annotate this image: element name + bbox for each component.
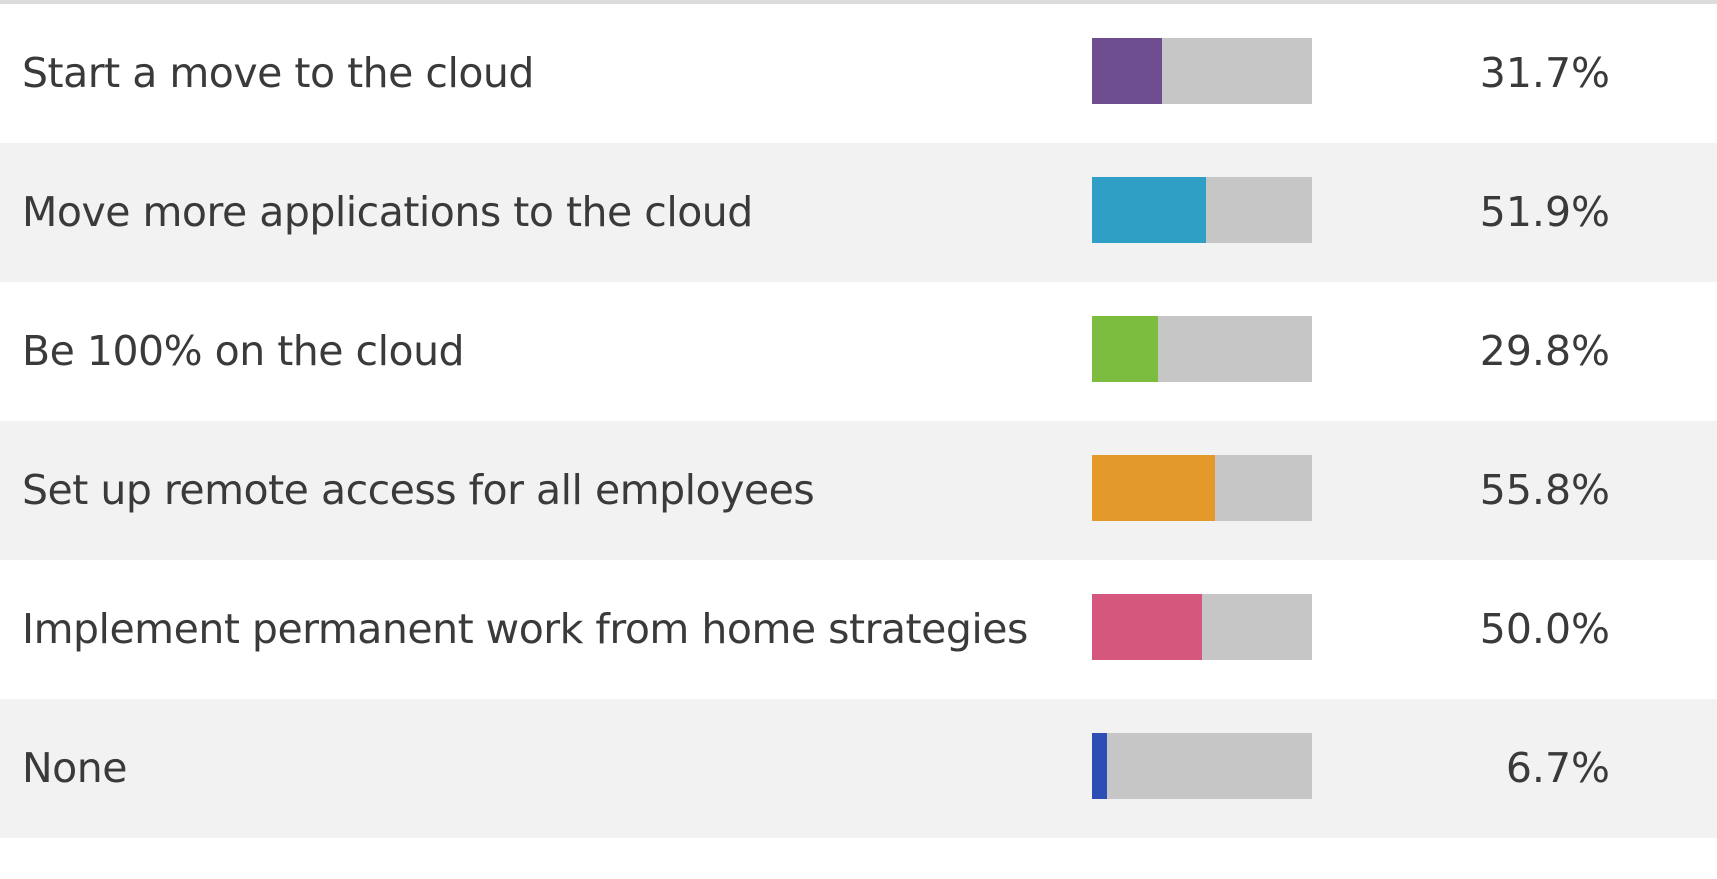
value-label: 31.7% — [1479, 49, 1610, 97]
category-label: Start a move to the cloud — [22, 49, 534, 97]
bar-track — [1092, 177, 1312, 243]
value-label: 50.0% — [1479, 605, 1610, 653]
chart-row: None 6.7% — [0, 699, 1717, 838]
bar-track — [1092, 455, 1312, 521]
chart-row: Set up remote access for all employees 55… — [0, 421, 1717, 560]
category-label: Set up remote access for all employees — [22, 466, 815, 514]
chart-rows: Start a move to the cloud 31.7% Move more … — [0, 4, 1717, 838]
bar-fill — [1092, 594, 1202, 660]
chart-row: Be 100% on the cloud 29.8% — [0, 282, 1717, 421]
top-divider — [0, 0, 1717, 4]
bar-fill — [1092, 316, 1158, 382]
bar-fill — [1092, 455, 1215, 521]
bar-track — [1092, 316, 1312, 382]
chart-row: Start a move to the cloud 31.7% — [0, 4, 1717, 143]
category-label: Be 100% on the cloud — [22, 327, 465, 375]
bar-fill — [1092, 733, 1107, 799]
value-label: 55.8% — [1479, 466, 1610, 514]
category-label: Implement permanent work from home strat… — [22, 605, 1028, 653]
bar-fill — [1092, 177, 1207, 243]
bar-track — [1092, 594, 1312, 660]
chart-row: Move more applications to the cloud 51.9% — [0, 143, 1717, 282]
bar-fill — [1092, 38, 1162, 104]
value-label: 51.9% — [1479, 188, 1610, 236]
category-label: Move more applications to the cloud — [22, 188, 753, 236]
category-label: None — [22, 744, 127, 792]
bar-track — [1092, 38, 1312, 104]
bar-track — [1092, 733, 1312, 799]
value-label: 6.7% — [1505, 744, 1610, 792]
chart-row: Implement permanent work from home strat… — [0, 560, 1717, 699]
value-label: 29.8% — [1479, 327, 1610, 375]
